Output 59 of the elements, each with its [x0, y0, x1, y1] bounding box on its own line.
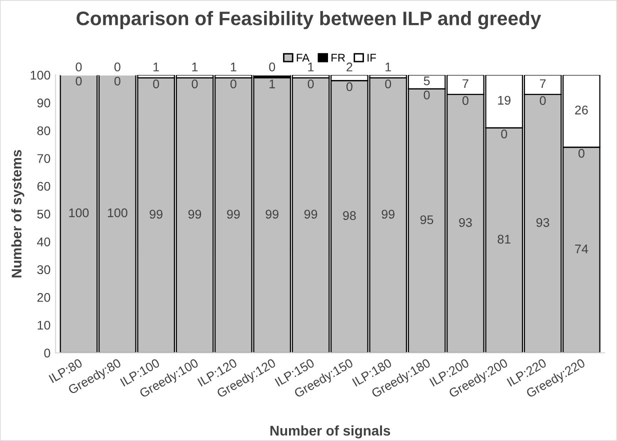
- data-label: 1: [270, 80, 275, 88]
- data-label: 81: [498, 234, 510, 244]
- data-label: 0: [578, 148, 584, 158]
- data-label: 0: [385, 79, 392, 88]
- data-label: 93: [459, 218, 472, 227]
- y-tick-label: 10: [38, 320, 50, 330]
- data-label: 95: [420, 215, 434, 224]
- data-label: 0: [540, 96, 546, 105]
- data-label: 0: [114, 76, 120, 86]
- y-axis-title: Number of systems: [11, 150, 24, 278]
- data-label: 19: [498, 96, 510, 105]
- data-label: 98: [343, 211, 356, 220]
- data-label: 99: [188, 210, 202, 219]
- data-label: 93: [536, 218, 550, 227]
- data-label: 74: [575, 244, 588, 254]
- data-label: 1: [308, 62, 314, 72]
- legend-label: IF: [368, 54, 376, 62]
- data-label: 100: [108, 208, 128, 218]
- data-label: 0: [76, 62, 82, 72]
- data-label: 99: [266, 210, 278, 219]
- data-label: 99: [304, 210, 318, 219]
- y-tick-label: 30: [37, 265, 50, 274]
- data-label: 0: [269, 62, 276, 72]
- data-label: 0: [462, 96, 468, 105]
- y-tick-label: 50: [37, 210, 50, 219]
- legend-label: FA: [296, 54, 310, 62]
- y-tick-label: 60: [37, 182, 50, 191]
- data-label: 7: [540, 79, 546, 88]
- data-label: 5: [424, 76, 430, 86]
- y-tick-label: 100: [30, 70, 50, 80]
- data-label: 0: [76, 76, 82, 86]
- data-label: 0: [153, 79, 160, 88]
- data-label: 1: [192, 62, 198, 72]
- data-label: 1: [386, 62, 391, 72]
- y-tick-label: 80: [37, 126, 50, 136]
- data-label: 100: [69, 208, 89, 218]
- data-label: 7: [462, 79, 468, 88]
- y-tick-label: 70: [37, 154, 50, 163]
- data-label: 99: [150, 210, 162, 219]
- data-label: 0: [192, 79, 198, 88]
- data-label: 99: [227, 210, 240, 219]
- data-label: 2: [346, 62, 352, 72]
- data-label: 99: [382, 210, 394, 219]
- data-label: 1: [230, 62, 236, 72]
- data-label: 0: [501, 129, 508, 138]
- x-axis-title: Number of signals: [270, 425, 390, 438]
- data-label: 26: [575, 106, 588, 114]
- chart-title: Comparison of Feasibility between ILP and greedy: [76, 11, 542, 30]
- data-label: 0: [346, 82, 352, 92]
- y-tick-label: 0: [44, 348, 50, 358]
- y-tick-label: 40: [37, 237, 50, 246]
- data-label: 0: [424, 90, 430, 100]
- data-label: 0: [308, 79, 314, 88]
- data-label: 0: [230, 79, 236, 88]
- data-label: 0: [114, 62, 120, 72]
- legend-label: FR: [332, 54, 345, 62]
- y-tick-label: 90: [37, 98, 50, 108]
- y-tick-label: 20: [37, 293, 50, 302]
- data-label: 1: [154, 62, 159, 72]
